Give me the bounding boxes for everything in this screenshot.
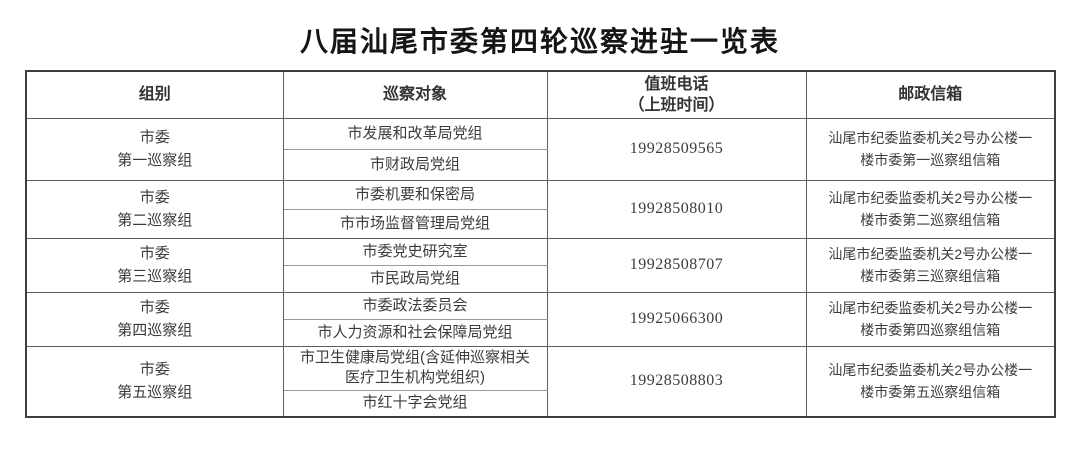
target-cell: 市委党史研究室: [282, 237, 548, 266]
group-name-line1: 市委: [139, 299, 170, 316]
target-cell: 市委机要和保密局: [282, 179, 548, 210]
target-cell: 市财政局党组: [282, 148, 548, 181]
table-header-row: 组别 巡察对象 值班电话 （上班时间） 邮政信箱: [25, 70, 1056, 119]
mailbox-cell: 汕尾市纪委监委机关2号办公楼一楼市委第五巡察组信箱: [805, 345, 1056, 418]
page-title: 八届汕尾市委第四轮巡察进驻一览表: [299, 27, 780, 58]
phone-cell: 19928509565: [546, 117, 807, 181]
group-cell: 市委 第四巡察组: [25, 291, 284, 347]
target-cell: 市红十字会党组: [282, 389, 548, 418]
group-name-line1: 市委: [139, 129, 170, 146]
phone-cell: 19928508803: [546, 345, 807, 418]
inspection-table: 组别 巡察对象 值班电话 （上班时间） 邮政信箱 市委 第一巡察组 市发展和改革…: [25, 70, 1056, 418]
target-cell: 市委政法委员会: [282, 291, 548, 320]
table-row: 市市场监督管理局党组: [26, 208, 1055, 239]
col-header-phone-line2: （上班时间）: [628, 96, 725, 114]
group-name-line2: 第二巡察组: [117, 212, 193, 229]
table-row: 市财政局党组: [26, 148, 1055, 181]
group-name-line2: 第五巡察组: [117, 384, 193, 402]
table-row: 市红十字会党组: [26, 389, 1055, 418]
group-cell: 市委 第三巡察组: [25, 237, 284, 293]
phone-cell: 19928508707: [546, 237, 807, 293]
table-row: 市委 第四巡察组 市委政法委员会 19925066300 汕尾市纪委监委机关2号…: [25, 291, 1056, 347]
target-cell: 市人力资源和社会保障局党组: [282, 318, 548, 347]
phone-cell: 19925066300: [546, 291, 807, 347]
col-header-phone: 值班电话 （上班时间）: [546, 70, 807, 119]
group-name-line1: 市委: [139, 361, 170, 379]
group-name-line1: 市委: [139, 245, 170, 262]
col-header-target: 巡察对象: [282, 70, 548, 119]
mailbox-cell: 汕尾市纪委监委机关2号办公楼一楼市委第一巡察组信箱: [805, 117, 1056, 181]
group-cell: 市委 第一巡察组: [25, 117, 284, 181]
target-cell: 市发展和改革局党组: [282, 117, 548, 150]
table-row: 市人力资源和社会保障局党组: [26, 318, 1055, 347]
col-header-group: 组别: [25, 70, 284, 119]
target-cell: 市卫生健康局党组(含延伸巡察相关医疗卫生机构党组织): [282, 345, 548, 391]
mailbox-cell: 汕尾市纪委监委机关2号办公楼一楼市委第四巡察组信箱: [805, 291, 1056, 347]
col-header-mailbox: 邮政信箱: [805, 70, 1056, 119]
phone-cell: 19928508010: [546, 179, 807, 239]
target-cell: 市市场监督管理局党组: [282, 208, 548, 239]
group-name-line1: 市委: [139, 189, 170, 206]
target-cell: 市民政局党组: [282, 264, 548, 293]
mailbox-cell: 汕尾市纪委监委机关2号办公楼一楼市委第三巡察组信箱: [805, 237, 1056, 293]
mailbox-cell: 汕尾市纪委监委机关2号办公楼一楼市委第二巡察组信箱: [805, 179, 1056, 239]
group-cell: 市委 第二巡察组: [25, 179, 284, 239]
group-name-line2: 第一巡察组: [117, 152, 193, 169]
group-cell: 市委 第五巡察组: [25, 345, 284, 418]
table-row: 市委 第五巡察组 市卫生健康局党组(含延伸巡察相关医疗卫生机构党组织) 1992…: [25, 345, 1056, 418]
group-name-line2: 第三巡察组: [117, 268, 193, 285]
col-header-phone-line1: 值班电话: [644, 75, 709, 93]
table-row: 市委 第一巡察组 市发展和改革局党组 19928509565 汕尾市纪委监委机关…: [25, 117, 1056, 181]
group-name-line2: 第四巡察组: [117, 322, 193, 339]
table-row: 市委 第三巡察组 市委党史研究室 19928508707 汕尾市纪委监委机关2号…: [25, 237, 1056, 293]
table-row: 市委 第二巡察组 市委机要和保密局 19928508010 汕尾市纪委监委机关2…: [25, 179, 1056, 239]
